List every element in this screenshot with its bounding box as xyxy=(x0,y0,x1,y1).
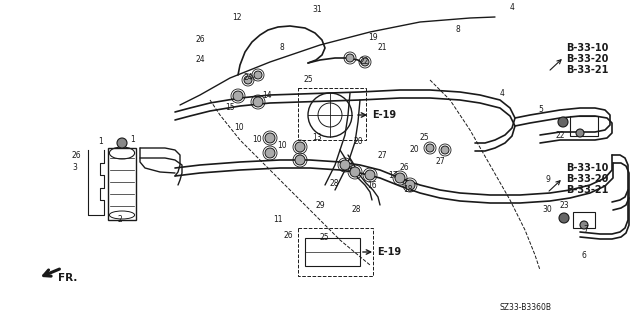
Text: 1: 1 xyxy=(130,136,135,145)
Text: 21: 21 xyxy=(378,43,387,53)
Text: 24: 24 xyxy=(244,73,253,83)
Circle shape xyxy=(117,138,127,148)
Circle shape xyxy=(265,148,275,158)
Text: 15: 15 xyxy=(225,103,235,113)
Text: 25: 25 xyxy=(303,76,312,85)
Text: 31: 31 xyxy=(312,5,322,14)
Text: 7: 7 xyxy=(583,226,588,234)
Circle shape xyxy=(350,167,360,177)
Text: 27: 27 xyxy=(378,151,388,160)
Text: E-19: E-19 xyxy=(377,247,401,257)
Circle shape xyxy=(558,117,568,127)
Text: 10: 10 xyxy=(234,122,244,131)
Bar xyxy=(305,238,360,266)
Text: 3: 3 xyxy=(72,164,77,173)
Circle shape xyxy=(405,180,415,190)
Text: 8: 8 xyxy=(455,26,460,34)
Circle shape xyxy=(441,146,449,154)
Text: 19: 19 xyxy=(368,33,378,42)
Bar xyxy=(298,228,373,276)
Bar xyxy=(570,116,598,136)
Text: 2: 2 xyxy=(118,216,123,225)
Text: B-33-20: B-33-20 xyxy=(566,54,609,64)
Circle shape xyxy=(254,71,262,79)
Text: 20: 20 xyxy=(410,145,420,154)
Text: B-33-10: B-33-10 xyxy=(566,43,609,53)
Text: 10: 10 xyxy=(252,136,262,145)
Circle shape xyxy=(295,155,305,165)
Circle shape xyxy=(233,91,243,101)
Circle shape xyxy=(580,221,588,229)
Text: 12: 12 xyxy=(232,13,241,23)
Text: 22: 22 xyxy=(555,130,564,139)
Text: 30: 30 xyxy=(542,205,552,214)
Circle shape xyxy=(559,213,569,223)
Circle shape xyxy=(244,76,252,84)
Text: 13: 13 xyxy=(312,132,322,142)
Text: 25: 25 xyxy=(320,234,330,242)
Text: 26: 26 xyxy=(400,164,410,173)
Text: 16: 16 xyxy=(367,181,376,189)
Circle shape xyxy=(426,144,434,152)
Text: 28: 28 xyxy=(330,179,339,188)
Text: 14: 14 xyxy=(262,91,271,100)
Circle shape xyxy=(395,173,405,183)
Bar xyxy=(298,88,366,140)
Text: 1: 1 xyxy=(98,137,103,146)
Circle shape xyxy=(295,142,305,152)
Text: 11: 11 xyxy=(273,216,282,225)
Text: SZ33-B3360B: SZ33-B3360B xyxy=(500,303,552,313)
Circle shape xyxy=(346,54,354,62)
Text: FR.: FR. xyxy=(58,273,77,283)
Bar xyxy=(108,148,136,220)
Text: 22: 22 xyxy=(360,57,369,66)
Text: 23: 23 xyxy=(560,201,570,210)
Circle shape xyxy=(253,97,263,107)
Circle shape xyxy=(265,133,275,143)
Text: 18: 18 xyxy=(403,186,413,195)
Circle shape xyxy=(365,170,375,180)
Text: 20: 20 xyxy=(353,137,363,146)
Text: 26: 26 xyxy=(283,231,292,240)
Text: 9: 9 xyxy=(545,175,550,184)
Text: B-33-21: B-33-21 xyxy=(566,65,609,75)
Text: 29: 29 xyxy=(316,201,326,210)
Text: 6: 6 xyxy=(582,250,587,259)
Text: 10: 10 xyxy=(277,140,287,150)
Circle shape xyxy=(361,58,369,66)
Bar xyxy=(573,212,595,228)
Text: 24: 24 xyxy=(196,56,205,64)
Text: 4: 4 xyxy=(500,90,505,99)
Text: 25: 25 xyxy=(420,133,429,143)
Text: 28: 28 xyxy=(352,205,362,214)
Text: 4: 4 xyxy=(510,4,515,12)
Text: B-33-21: B-33-21 xyxy=(566,185,609,195)
Text: 26: 26 xyxy=(196,35,205,44)
Circle shape xyxy=(576,129,584,137)
Text: B-33-20: B-33-20 xyxy=(566,174,609,184)
Text: 8: 8 xyxy=(280,43,285,53)
Text: 5: 5 xyxy=(538,106,543,115)
Text: E-19: E-19 xyxy=(372,110,396,120)
Text: 17: 17 xyxy=(388,170,397,180)
Circle shape xyxy=(340,160,350,170)
Text: B-33-10: B-33-10 xyxy=(566,163,609,173)
Text: 27: 27 xyxy=(435,158,445,167)
Text: 26: 26 xyxy=(72,151,82,160)
